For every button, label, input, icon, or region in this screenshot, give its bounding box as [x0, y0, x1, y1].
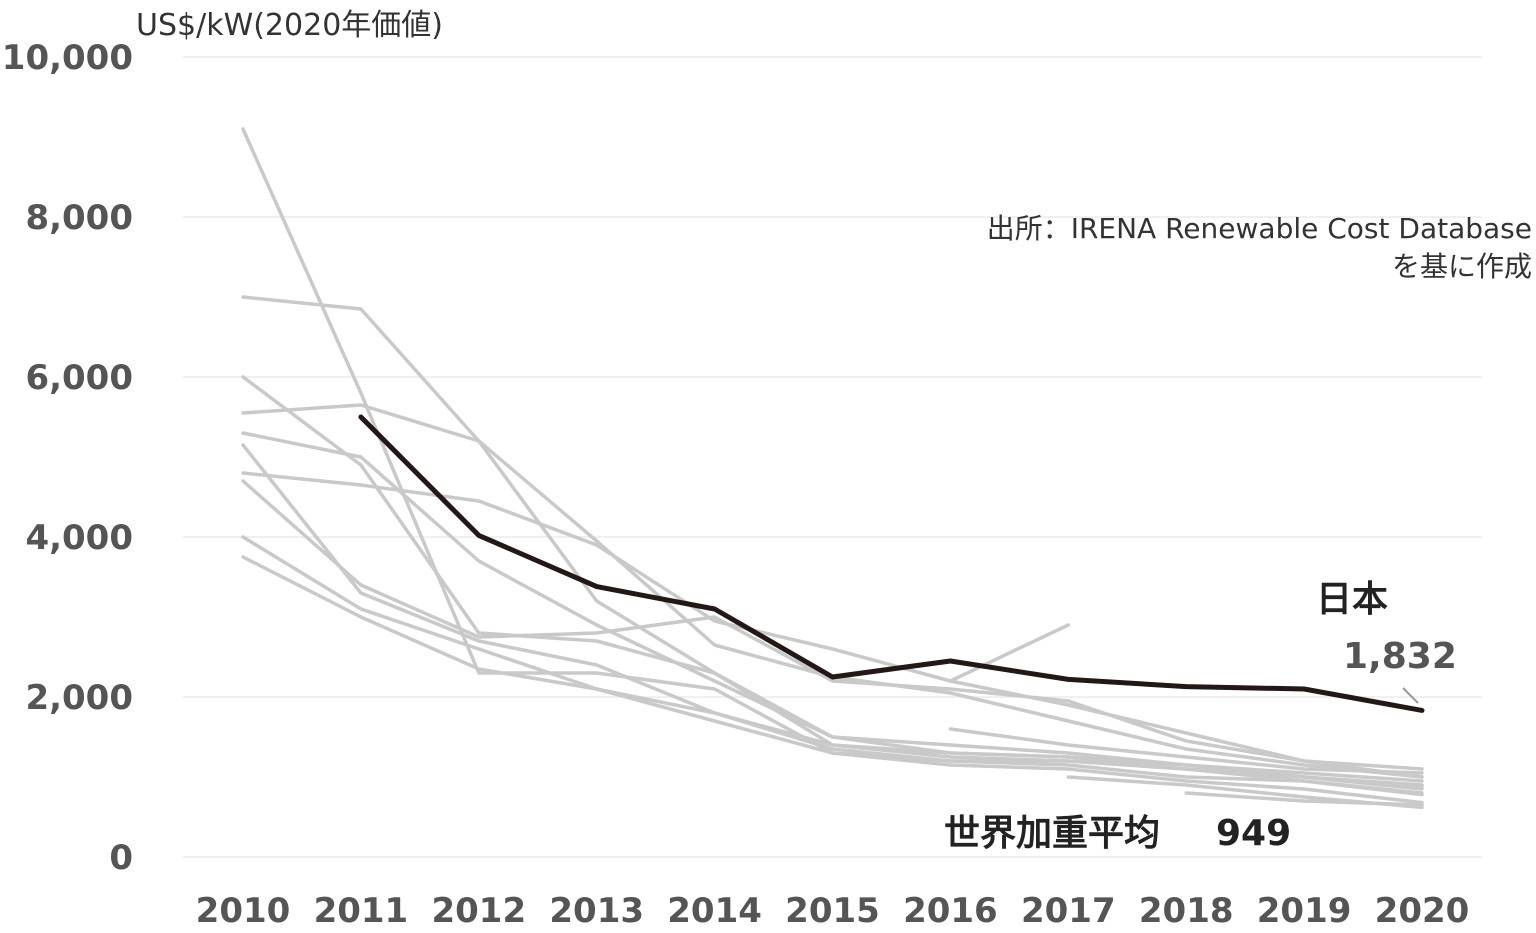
x-tick-label: 2019: [1257, 891, 1352, 929]
y-tick-label: 6,000: [25, 358, 133, 398]
x-tick-label: 2016: [903, 891, 998, 929]
highlight-series: [358, 414, 1425, 713]
country-series-line: [241, 535, 1424, 797]
x-tick-label: 2012: [431, 891, 526, 929]
country-series-line: [1184, 791, 1424, 807]
y-axis-ticks: 0 2,000 4,000 6,000 8,000 10,000: [2, 38, 133, 878]
country-series-line: [948, 623, 1071, 683]
country-series-line: [241, 555, 1424, 805]
y-tick-label: 10,000: [2, 38, 133, 78]
y-tick-label: 4,000: [25, 518, 133, 558]
japan-series-line: [358, 414, 1425, 713]
japan-label-leader: [1402, 687, 1419, 704]
x-tick-label: 2011: [314, 891, 409, 929]
country-series-line: [241, 431, 1424, 790]
japan-end-value-label: 1,832: [1343, 636, 1457, 677]
x-tick-label: 2018: [1139, 891, 1234, 929]
x-tick-label: 2013: [549, 891, 644, 929]
country-series-line: [241, 403, 1424, 779]
world-average-value-label: 949: [1216, 813, 1291, 854]
country-series-line: [241, 443, 1424, 795]
source-note-line-1: 出所：IRENA Renewable Cost Database: [987, 212, 1532, 245]
country-series-line: [948, 727, 1424, 775]
japan-series-label: 日本: [1316, 579, 1388, 620]
x-tick-label: 2014: [667, 891, 762, 929]
country-series-line: [241, 295, 1424, 787]
x-axis-ticks: 2010 2011 2012 2013 2014 2015 2016 2017 2018 2019…: [196, 891, 1470, 931]
gridlines: [183, 56, 1482, 858]
x-tick-label: 2010: [196, 891, 291, 929]
x-tick-label: 2015: [785, 891, 880, 929]
x-tick-label: 2020: [1375, 891, 1470, 929]
y-tick-label: 2,000: [25, 678, 133, 718]
x-tick-label: 2017: [1021, 891, 1116, 929]
country-series-line: [241, 479, 1424, 771]
world-average-label: 世界加重平均: [944, 813, 1160, 854]
y-tick-label: 0: [109, 838, 133, 878]
source-note-line-2: を基に作成: [1392, 250, 1532, 283]
y-axis-unit-label: US$/kW(2020年価値): [136, 8, 443, 43]
y-tick-label: 8,000: [25, 198, 133, 238]
country-series-line: [241, 471, 1424, 779]
background-series: [241, 127, 1424, 810]
country-series-line: [241, 375, 1424, 783]
